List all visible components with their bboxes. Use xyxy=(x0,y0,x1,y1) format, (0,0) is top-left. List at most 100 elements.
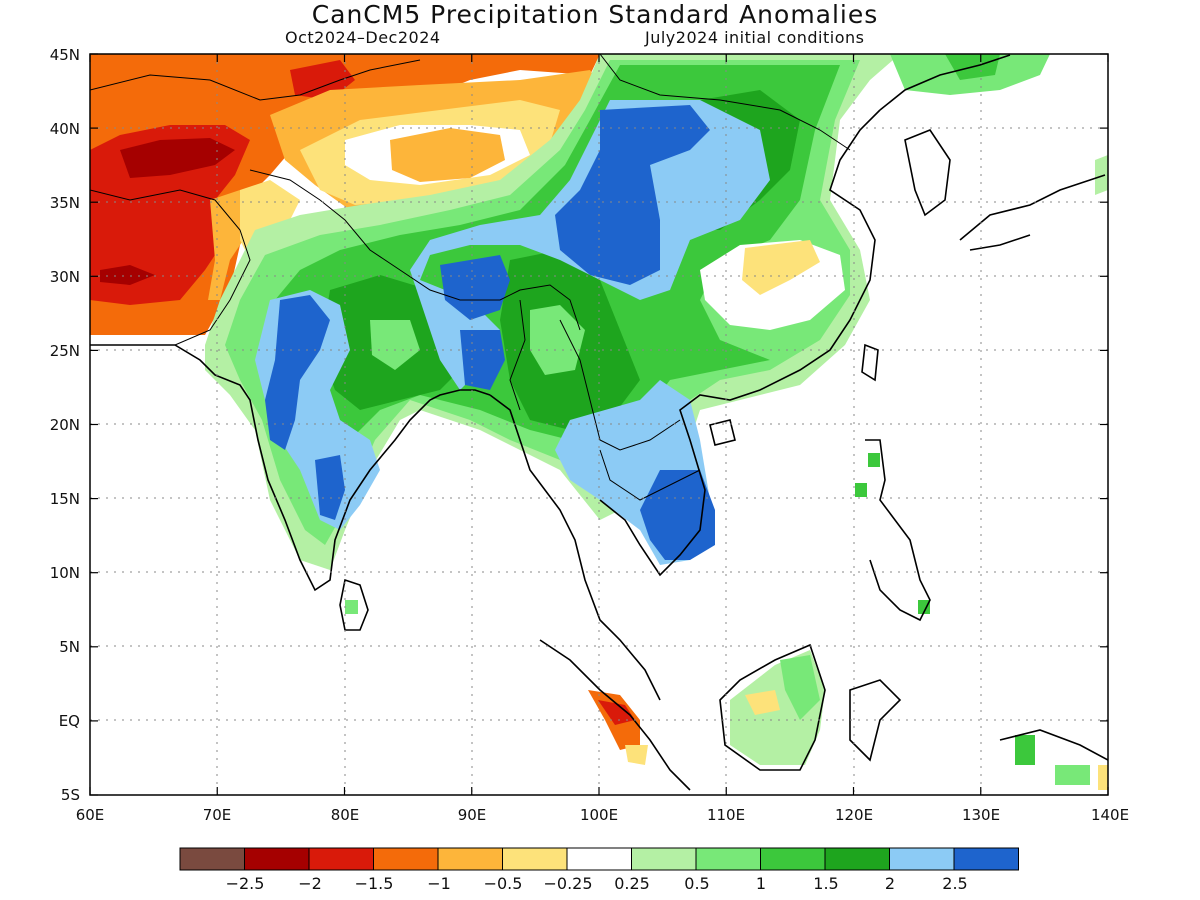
lat-tick-label: 35N xyxy=(50,194,80,212)
colorbar-swatch xyxy=(824,847,890,871)
colorbar-tick-label: −0.25 xyxy=(543,874,592,893)
colorbar-tick-label: 1 xyxy=(756,874,766,893)
colorbar-swatch xyxy=(695,847,761,871)
anomaly-region xyxy=(440,255,510,320)
lat-tick-label: 5N xyxy=(59,638,80,656)
map-title: CanCM5 Precipitation Standard Anomalies xyxy=(311,0,879,29)
lat-tick-label: 5S xyxy=(61,786,80,804)
lat-tick-label: 45N xyxy=(50,46,80,64)
border-line xyxy=(599,54,851,151)
border-line xyxy=(249,169,581,331)
colorbar-swatch xyxy=(953,847,1019,871)
colorbar-tick-label: 0.5 xyxy=(684,874,709,893)
coastline-korea xyxy=(904,129,951,217)
anomaly-region xyxy=(100,265,155,285)
coastline-japan xyxy=(959,174,1106,251)
anomaly-region xyxy=(598,700,635,725)
country-borders xyxy=(90,54,851,501)
coastline-hainan xyxy=(709,419,736,446)
anomaly-region xyxy=(1095,155,1108,195)
anomaly-region xyxy=(1098,765,1108,790)
colorbar-tick-label: −2 xyxy=(298,874,322,893)
longitude-axis: 60E 70E 80E 90E 100E 110E 120E 130E 140E xyxy=(76,806,1129,824)
colorbar-tick-label: 2 xyxy=(885,874,895,893)
anomaly-region xyxy=(390,128,505,182)
coastline-indochina xyxy=(489,394,661,701)
colorbar-swatch xyxy=(566,847,632,871)
colorbar-tick-label: −2.5 xyxy=(226,874,265,893)
border-line xyxy=(599,449,701,501)
anomaly-region xyxy=(745,690,780,715)
anomaly-region xyxy=(780,655,820,720)
latitude-axis: 45N 40N 35N 30N 25N 20N 15N 10N 5N EQ 5S xyxy=(50,46,80,804)
border-line xyxy=(90,189,251,346)
anomaly-region xyxy=(742,240,820,295)
anomaly-region xyxy=(460,330,505,390)
colorbar-swatch xyxy=(373,847,439,871)
coastline-china-north xyxy=(879,54,1011,111)
lon-tick-label: 90E xyxy=(458,806,487,824)
anomaly-region xyxy=(265,295,330,450)
lat-tick-label: 15N xyxy=(50,490,80,508)
lon-tick-label: 140E xyxy=(1091,806,1129,824)
coastline-taiwan xyxy=(861,343,879,382)
colorbar-swatch xyxy=(308,847,374,871)
colorbar-tick-label: −1 xyxy=(427,874,451,893)
anomaly-region xyxy=(370,320,420,370)
colorbar-tick-label: −0.5 xyxy=(484,874,523,893)
colorbar-swatch xyxy=(889,847,955,871)
lat-tick-label: 25N xyxy=(50,342,80,360)
anomaly-region xyxy=(640,470,715,560)
lat-tick-label: 30N xyxy=(50,268,80,286)
coastline-philippines xyxy=(865,439,931,622)
border-line xyxy=(509,299,681,451)
coastline-srilanka xyxy=(339,578,369,631)
lon-tick-label: 70E xyxy=(203,806,232,824)
border-line xyxy=(90,59,421,101)
coastline-newguinea xyxy=(999,729,1108,761)
anomaly-region xyxy=(1015,735,1035,765)
anomaly-region xyxy=(345,600,358,614)
coastline-sulawesi xyxy=(849,679,902,762)
anomaly-region xyxy=(208,190,250,300)
colorbar-tick-label: 0.25 xyxy=(614,874,650,893)
lon-tick-label: 120E xyxy=(835,806,873,824)
colorbar-swatch xyxy=(179,847,245,871)
lat-tick-label: EQ xyxy=(59,712,80,730)
lon-tick-label: 130E xyxy=(962,806,1000,824)
lon-tick-label: 110E xyxy=(707,806,745,824)
coastline-borneo xyxy=(719,643,826,771)
initial-conditions-label: July2024 initial conditions xyxy=(645,28,865,47)
colorbar-legend xyxy=(179,847,1019,871)
colorbar-tick-label: 2.5 xyxy=(942,874,967,893)
coastlines xyxy=(90,54,1108,791)
axis-ticks xyxy=(89,53,1109,796)
lon-tick-label: 60E xyxy=(76,806,105,824)
lat-tick-label: 10N xyxy=(50,564,80,582)
colorbar-tick-label: −1.5 xyxy=(355,874,394,893)
anomaly-region xyxy=(918,600,930,614)
lat-tick-label: 20N xyxy=(50,416,80,434)
coastline-indochina-east xyxy=(599,109,881,577)
anomaly-region xyxy=(855,483,867,497)
anomaly-region xyxy=(315,455,345,520)
colorbar-swatch xyxy=(437,847,503,871)
anomaly-region xyxy=(625,745,648,765)
colorbar-swatch xyxy=(631,847,697,871)
anomaly-region xyxy=(120,138,235,178)
anomaly-region xyxy=(868,453,880,467)
lat-tick-label: 40N xyxy=(50,120,80,138)
colorbar-swatch xyxy=(760,847,826,871)
lon-tick-label: 100E xyxy=(580,806,618,824)
anomaly-region xyxy=(530,305,585,375)
coastline-sumatra xyxy=(539,639,691,791)
season-label: Oct2024–Dec2024 xyxy=(285,28,441,47)
anomaly-region xyxy=(1055,765,1090,785)
colorbar-tick-label: 1.5 xyxy=(813,874,838,893)
colorbar-labels: −2.5 −2 −1.5 −1 −0.5 −0.25 0.25 0.5 1 1.… xyxy=(226,874,968,893)
grid-lines xyxy=(90,54,1108,795)
lon-tick-label: 80E xyxy=(331,806,360,824)
colorbar-swatch xyxy=(244,847,310,871)
coastline-india xyxy=(90,344,491,592)
